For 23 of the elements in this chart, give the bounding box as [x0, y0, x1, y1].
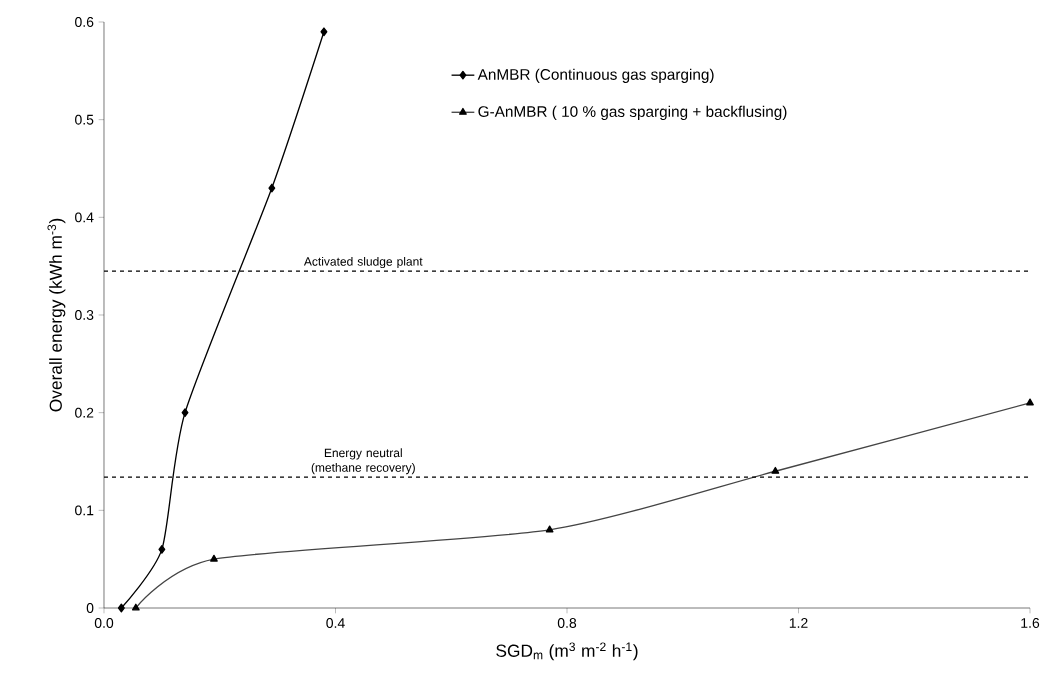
y-tick-label: 0.1 — [75, 505, 94, 516]
point — [181, 408, 189, 418]
y-axis-title: Overall energy (kWh m$^{-3}$) — [47, 218, 66, 412]
y-tick-label: 0.3 — [75, 310, 94, 320]
y-tick-label: 0.2 — [75, 407, 94, 418]
point — [268, 183, 276, 193]
y-tick-label: 0 — [86, 603, 94, 613]
legend-label: G-AnMBR ( 10 % gas sparging + backflusing) — [478, 105, 787, 121]
point — [117, 603, 125, 613]
ref-line-label: Activated sludge plant — [303, 256, 423, 269]
x-tick-label: 0.4 — [326, 618, 345, 628]
y-tick-label: 0.6 — [75, 17, 94, 27]
x-tick-label: 1.2 — [789, 618, 808, 628]
point — [320, 27, 328, 37]
legend-label: AnMBR (Continuous gas sparging) — [477, 68, 714, 83]
y-tick-label: 0.5 — [75, 114, 94, 125]
x-tick-label: 0.8 — [557, 618, 577, 628]
text: SGD$_{m}$ (m$^{3}$ m$^{-2}$ h$^{-1}$) — [496, 642, 638, 661]
x-tick-label: 1.6 — [1021, 618, 1040, 628]
ref-line-label: Energy neutral (methane recovery) — [311, 448, 415, 475]
x-tick-label: 0.0 — [94, 618, 114, 628]
y-tick-label: 0.4 — [75, 212, 94, 223]
point — [158, 544, 166, 554]
